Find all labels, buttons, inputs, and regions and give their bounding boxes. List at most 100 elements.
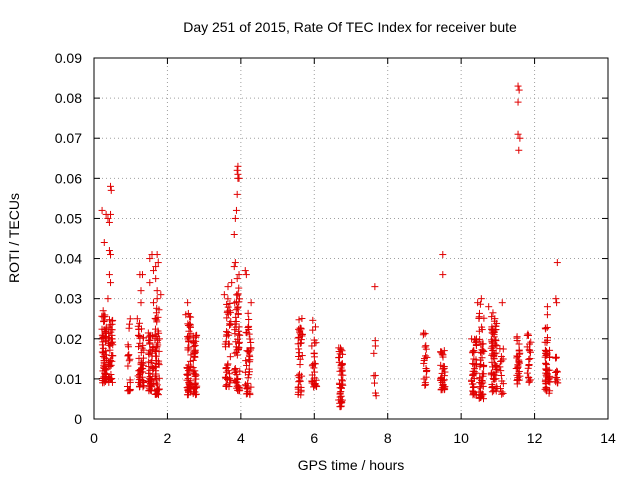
data-point — [497, 371, 505, 379]
x-tick-label: 6 — [310, 430, 318, 446]
data-point — [241, 267, 249, 275]
data-point — [231, 259, 239, 267]
data-point — [298, 352, 306, 360]
x-tick-label: 14 — [600, 430, 616, 446]
data-point — [231, 349, 239, 357]
data-point — [147, 386, 155, 394]
data-point — [476, 356, 484, 364]
data-point — [153, 295, 161, 303]
data-point — [478, 323, 486, 331]
data-point — [98, 206, 106, 214]
data-point — [139, 377, 147, 385]
data-point — [138, 271, 146, 279]
data-point — [190, 343, 198, 351]
data-point — [106, 363, 114, 371]
data-point — [185, 383, 193, 391]
data-point — [152, 315, 160, 323]
data-point — [107, 375, 115, 383]
data-point — [437, 373, 445, 381]
data-point — [554, 368, 562, 376]
data-point — [475, 327, 483, 335]
data-point — [478, 370, 486, 378]
data-point — [296, 361, 304, 369]
data-point — [124, 387, 132, 395]
data-point — [154, 259, 162, 267]
data-point — [245, 351, 253, 359]
data-point — [236, 295, 244, 303]
data-point — [108, 357, 116, 365]
data-point — [105, 329, 113, 337]
data-point — [439, 365, 447, 373]
data-point — [295, 374, 303, 382]
data-point — [236, 331, 244, 339]
data-point — [190, 388, 198, 396]
data-point — [437, 361, 445, 369]
data-point — [526, 355, 534, 363]
data-point — [297, 339, 305, 347]
data-point — [184, 374, 192, 382]
data-point — [102, 351, 110, 359]
data-point — [477, 340, 485, 348]
data-point — [232, 323, 240, 331]
data-point — [152, 372, 160, 380]
data-point — [191, 372, 199, 380]
data-point — [155, 306, 163, 314]
data-point — [126, 378, 134, 386]
data-point — [476, 363, 484, 371]
data-point — [297, 324, 305, 332]
data-point — [146, 255, 154, 263]
data-point — [125, 324, 133, 332]
data-point — [157, 291, 165, 299]
data-point — [513, 352, 521, 360]
data-point — [226, 321, 234, 329]
data-point — [294, 334, 302, 342]
data-point — [98, 341, 106, 349]
data-point — [146, 279, 154, 287]
data-point — [232, 338, 240, 346]
data-point — [234, 290, 242, 298]
y-tick-label: 0.02 — [55, 331, 82, 347]
data-point — [235, 344, 243, 352]
data-point — [145, 333, 153, 341]
y-tick-label: 0.06 — [55, 170, 82, 186]
data-point — [490, 352, 498, 360]
data-point — [553, 299, 561, 307]
data-point — [421, 381, 429, 389]
data-point — [140, 334, 148, 342]
data-point — [183, 364, 191, 372]
data-point — [553, 376, 561, 384]
data-point — [514, 98, 522, 106]
data-point — [552, 378, 560, 386]
data-point — [515, 359, 523, 367]
data-point — [338, 359, 346, 367]
data-point — [245, 322, 253, 330]
data-point — [99, 338, 107, 346]
data-point — [247, 338, 255, 346]
data-point — [311, 374, 319, 382]
data-point — [152, 360, 160, 368]
data-point — [469, 367, 477, 375]
data-point — [109, 341, 117, 349]
data-point — [490, 327, 498, 335]
data-point — [126, 315, 134, 323]
data-point — [478, 349, 486, 357]
data-point — [124, 341, 132, 349]
data-points — [98, 82, 562, 411]
data-point — [439, 384, 447, 392]
data-point — [224, 283, 232, 291]
data-point — [420, 329, 428, 337]
data-point — [184, 335, 192, 343]
data-point — [515, 346, 523, 354]
data-point — [437, 348, 445, 356]
data-point — [107, 182, 115, 190]
data-point — [492, 368, 500, 376]
data-point — [543, 339, 551, 347]
data-point — [514, 130, 522, 138]
data-point — [542, 369, 550, 377]
data-point — [476, 383, 484, 391]
data-point — [146, 375, 154, 383]
data-point — [472, 336, 480, 344]
data-point — [516, 134, 524, 142]
data-point — [152, 390, 160, 398]
data-point — [553, 367, 561, 375]
